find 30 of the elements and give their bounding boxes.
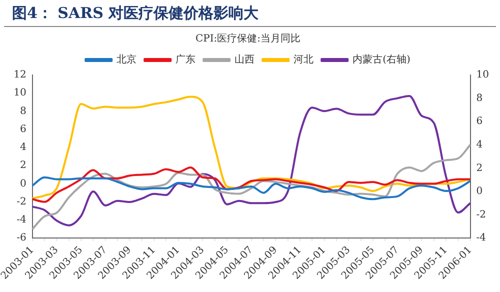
y-tick-label: 10 (14, 88, 26, 99)
legend-label: 山西 (234, 54, 255, 66)
y2-tick-label: 10 (476, 70, 490, 81)
chart-title: 图4： SARS 对医疗保健价格影响大 (4, 0, 496, 27)
legend-label: 河北 (294, 54, 314, 66)
y2-tick-label: 6 (476, 116, 483, 128)
y-tick-label: 4 (20, 142, 26, 154)
line-series (31, 94, 472, 226)
y2-tick-label: 0 (476, 186, 483, 198)
line-series (31, 144, 472, 230)
line-series (31, 176, 472, 200)
y-tick-label: -4 (16, 214, 26, 226)
y2-tick-label: -2 (476, 209, 486, 220)
y-tick-label: -6 (16, 232, 26, 244)
line-series (31, 166, 472, 203)
y-tick-label: 12 (14, 70, 26, 81)
y2-tick-label: 2 (476, 162, 483, 174)
legend-label: 北京 (116, 54, 137, 66)
y-tick-label: 0 (20, 178, 26, 190)
y-tick-label: 6 (20, 124, 26, 135)
y-tick-label: -2 (16, 196, 26, 208)
y2-tick-label: 8 (476, 92, 483, 104)
legend-label: 内蒙古(右轴) (352, 54, 410, 66)
chart-subtitle: CPI:医疗保健:当月同比 (195, 32, 301, 45)
y2-tick-label: 4 (476, 140, 483, 151)
legend-label: 广东 (176, 54, 196, 66)
y2-tick-label: -4 (476, 232, 486, 244)
y-tick-label: 8 (20, 106, 26, 117)
y-tick-label: 2 (20, 160, 26, 172)
line-series (31, 96, 472, 200)
